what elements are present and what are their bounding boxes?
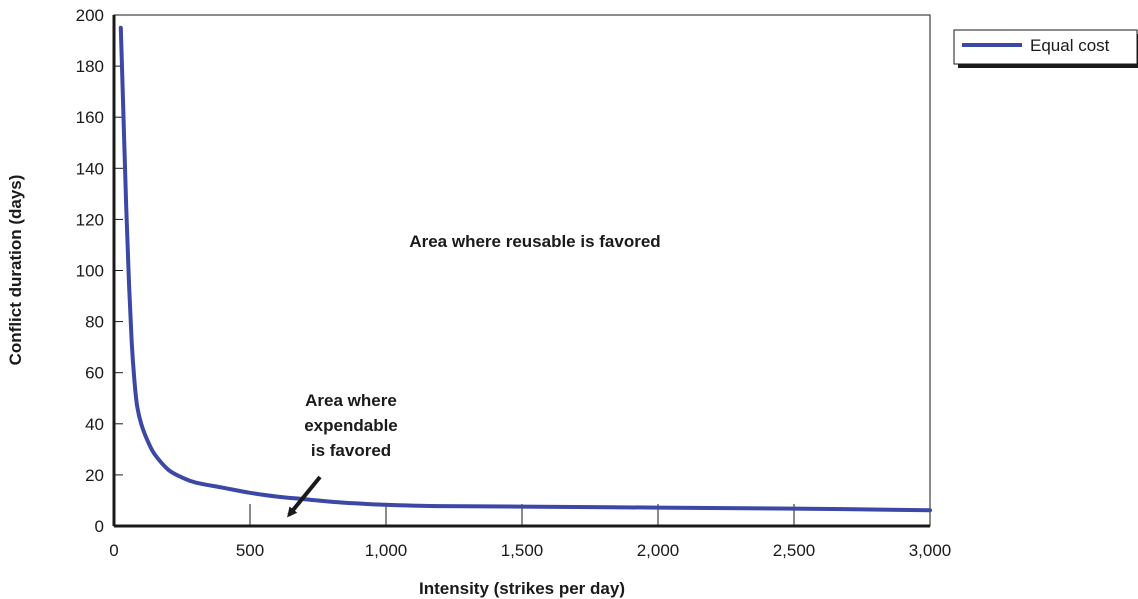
y-tick-label: 60 <box>85 364 104 383</box>
y-tick-label: 200 <box>76 6 104 25</box>
x-tick-label: 500 <box>236 541 264 560</box>
x-tick-label: 2,000 <box>637 541 680 560</box>
annotation-expendable-line-1: Area where <box>305 391 397 410</box>
y-tick-label: 0 <box>95 517 104 536</box>
annotation-reusable: Area where reusable is favored <box>409 232 660 251</box>
plot-area <box>113 14 931 527</box>
y-axis-title: Conflict duration (days) <box>6 175 25 366</box>
x-axis-title: Intensity (strikes per day) <box>419 579 625 598</box>
y-tick-label: 40 <box>85 415 104 434</box>
y-tick-label: 160 <box>76 108 104 127</box>
annotation-expendable-line-3: is favored <box>311 441 391 460</box>
annotation-arrow <box>287 475 322 518</box>
y-axis-ticks: 0 20 40 60 80 100 120 140 160 180 200 <box>76 6 123 536</box>
legend-label-equal-cost: Equal cost <box>1030 36 1110 55</box>
annotation-expendable-line-2: expendable <box>304 416 398 435</box>
y-tick-label: 20 <box>85 466 104 485</box>
x-tick-label: 0 <box>109 541 118 560</box>
y-tick-label: 180 <box>76 57 104 76</box>
x-tick-label: 2,500 <box>773 541 816 560</box>
y-tick-label: 120 <box>76 210 104 229</box>
x-tick-label: 1,500 <box>501 541 544 560</box>
y-tick-label: 80 <box>85 313 104 332</box>
x-tick-label: 3,000 <box>909 541 952 560</box>
series-line-equal-cost <box>118 25 932 513</box>
annotation-expendable: Area where expendable is favored <box>287 391 398 518</box>
x-tick-label: 1,000 <box>365 541 408 560</box>
legend: Equal cost <box>953 29 1138 68</box>
series-layer <box>118 25 932 513</box>
y-tick-label: 140 <box>76 159 104 178</box>
y-tick-label: 100 <box>76 262 104 281</box>
